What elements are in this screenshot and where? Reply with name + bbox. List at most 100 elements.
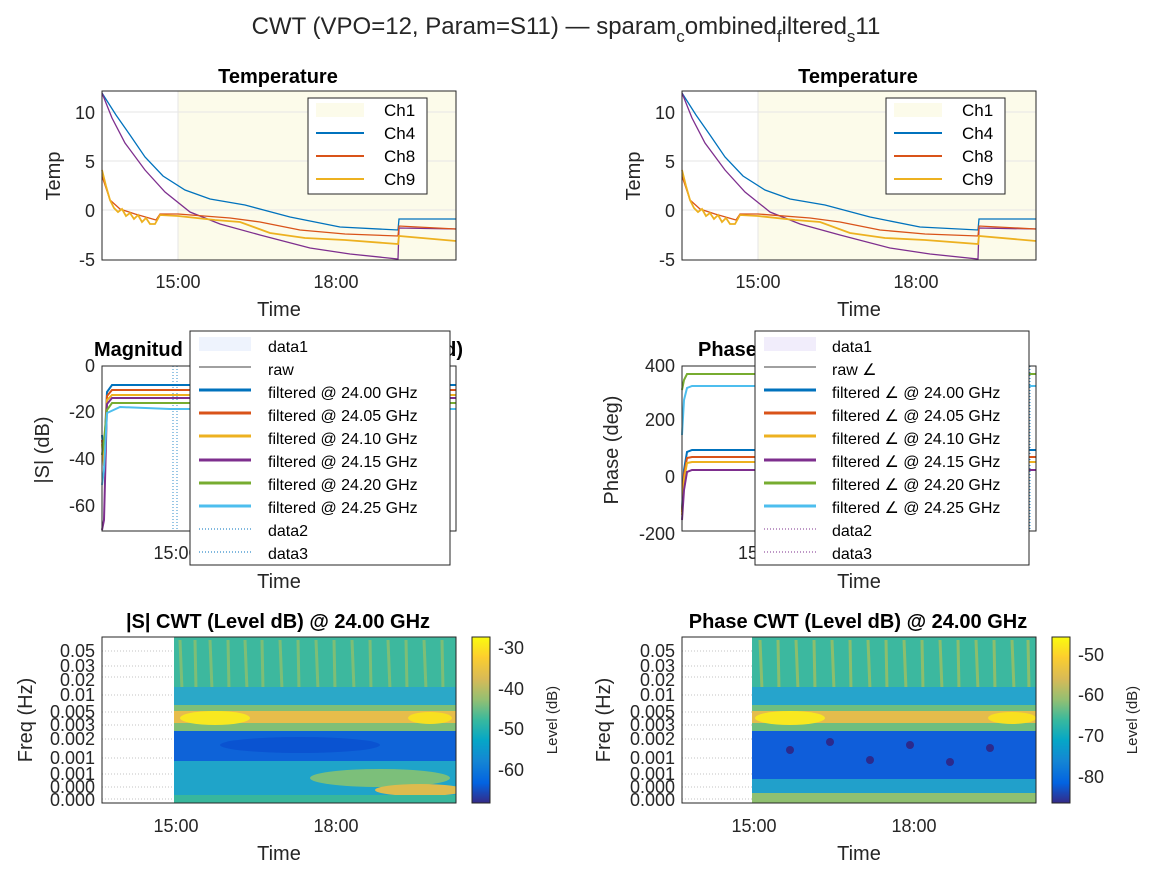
- svg-text:data1: data1: [268, 339, 308, 356]
- svg-text:0.005: 0.005: [50, 702, 95, 722]
- x-tick-labels: 15:00 18:00: [735, 272, 938, 292]
- svg-text:filtered ∠ @ 24.15 GHz: filtered ∠ @ 24.15 GHz: [832, 454, 1000, 471]
- svg-text:0.002: 0.002: [50, 729, 95, 749]
- svg-text:0.001: 0.001: [630, 764, 675, 784]
- legend-ch4-label: Ch4: [384, 124, 415, 143]
- svg-text:-50: -50: [1078, 645, 1104, 665]
- svg-text:-80: -80: [1078, 767, 1104, 787]
- svg-text:-50: -50: [498, 719, 524, 739]
- legend-ch8-label: Ch8: [384, 147, 415, 166]
- cwt-phase-title: Phase CWT (Level dB) @ 24.00 GHz: [689, 611, 1027, 633]
- svg-text:filtered ∠ @ 24.10 GHz: filtered ∠ @ 24.10 GHz: [832, 431, 1000, 448]
- x-axis-label: Time: [257, 843, 301, 865]
- legend-data1-swatch: [764, 337, 816, 351]
- grid: [102, 650, 174, 800]
- x-axis-label: Time: [257, 299, 301, 321]
- svg-text:15:00: 15:00: [731, 816, 776, 836]
- svg-text:15:00: 15:00: [735, 272, 780, 292]
- svg-text:filtered ∠ @ 24.20 GHz: filtered ∠ @ 24.20 GHz: [832, 477, 1000, 494]
- legend: Ch1 Ch4 Ch8 Ch9: [885, 97, 1006, 195]
- x-axis-label: Time: [837, 299, 881, 321]
- svg-text:0: 0: [85, 356, 95, 376]
- legend-ch8-label: Ch8: [962, 147, 993, 166]
- legend-ch9-label: Ch9: [962, 170, 993, 189]
- svg-text:0.02: 0.02: [60, 670, 95, 690]
- purple-line: [681, 92, 1037, 260]
- svg-text:0.003: 0.003: [630, 715, 675, 735]
- svg-text:raw ∠: raw ∠: [832, 362, 877, 379]
- legend: data1 raw filtered @ 24.00 GHz filtered …: [189, 330, 451, 566]
- svg-text:0.005: 0.005: [630, 702, 675, 722]
- svg-text:filtered @ 24.05 GHz: filtered @ 24.05 GHz: [268, 408, 418, 425]
- cwt-magnitude-chart: |S| CWT (Level dB) @ 24.00 GHz: [15, 611, 561, 865]
- svg-text:0.000: 0.000: [630, 777, 675, 797]
- temp-right-title: Temperature: [798, 66, 918, 88]
- svg-text:-60: -60: [1078, 685, 1104, 705]
- ch9-line: [101, 169, 457, 245]
- svg-text:18:00: 18:00: [891, 816, 936, 836]
- figure-title: CWT (VPO=12, Param=S11) — sparamcombined…: [252, 13, 881, 46]
- x-tick-label: 15: [738, 543, 758, 563]
- svg-text:filtered ∠ @ 24.00 GHz: filtered ∠ @ 24.00 GHz: [832, 385, 1000, 402]
- svg-text:filtered @ 24.15 GHz: filtered @ 24.15 GHz: [268, 454, 418, 471]
- svg-text:data3: data3: [268, 546, 308, 563]
- legend: Ch1 Ch4 Ch8 Ch9: [307, 97, 428, 195]
- y-axis-label: Freq (Hz): [593, 678, 615, 762]
- svg-text:18:00: 18:00: [893, 272, 938, 292]
- svg-text:0.001: 0.001: [50, 748, 95, 768]
- svg-text:400: 400: [645, 356, 675, 376]
- svg-text:filtered @ 24.20 GHz: filtered @ 24.20 GHz: [268, 477, 418, 494]
- y-axis-label: Temp: [43, 152, 65, 201]
- svg-text:-20: -20: [69, 402, 95, 422]
- svg-text:200: 200: [645, 410, 675, 430]
- colorbar: -50 -60 -70 -80 Level (dB): [1051, 636, 1141, 804]
- legend-ch4-label: Ch4: [962, 124, 993, 143]
- cwt-heatmap: [174, 637, 456, 803]
- svg-text:0.01: 0.01: [640, 685, 675, 705]
- svg-text:0.000: 0.000: [50, 777, 95, 797]
- svg-text:data2: data2: [832, 523, 872, 540]
- svg-text:-60: -60: [69, 496, 95, 516]
- x-tick-labels: 15:00 18:00: [153, 816, 358, 836]
- legend-ch1-label: Ch1: [962, 101, 993, 120]
- plot-frame: [681, 90, 1037, 261]
- svg-text:5: 5: [85, 152, 95, 172]
- svg-text:0: 0: [665, 467, 675, 487]
- legend: data1 raw ∠ filtered ∠ @ 24.00 GHz filte…: [754, 330, 1030, 566]
- plot-frame: [681, 636, 1037, 804]
- x-axis-label: Time: [837, 571, 881, 593]
- svg-text:15:00: 15:00: [155, 272, 200, 292]
- svg-text:-5: -5: [79, 250, 95, 270]
- svg-text:-40: -40: [69, 449, 95, 469]
- svg-text:filtered @ 24.00 GHz: filtered @ 24.00 GHz: [268, 385, 418, 402]
- purple-line: [101, 92, 457, 260]
- temp-left-title: Temperature: [218, 66, 338, 88]
- svg-text:0.000: 0.000: [630, 790, 675, 810]
- y-axis-label: Freq (Hz): [15, 678, 37, 762]
- x-tick-labels: 15:00 18:00: [731, 816, 936, 836]
- magnitude-chart: Magnitud d) -60 -40 -20 0 15:00 Time |S|…: [32, 330, 463, 593]
- svg-text:0.002: 0.002: [630, 729, 675, 749]
- svg-text:0.01: 0.01: [60, 685, 95, 705]
- y-tick-labels: -200 0 200 400: [639, 356, 675, 544]
- cwt-magnitude-title: |S| CWT (Level dB) @ 24.00 GHz: [126, 611, 430, 633]
- cwt-heatmap: [752, 637, 1036, 803]
- phase-title-left: Phase: [698, 339, 757, 361]
- legend-data1-swatch: [199, 337, 251, 351]
- svg-text:data1: data1: [832, 339, 872, 356]
- svg-text:0: 0: [85, 201, 95, 221]
- phase-chart: Phase -200 0 200 400 15 Time Phase (deg): [601, 330, 1037, 593]
- svg-text:filtered @ 24.25 GHz: filtered @ 24.25 GHz: [268, 500, 418, 517]
- y-tick-labels: 0.05 0.03 0.02 0.01 0.005 0.003 0.002 0.…: [630, 641, 675, 810]
- svg-text:-200: -200: [639, 524, 675, 544]
- y-tick-labels: -60 -40 -20 0: [69, 356, 95, 516]
- svg-text:filtered ∠ @ 24.25 GHz: filtered ∠ @ 24.25 GHz: [832, 500, 1000, 517]
- svg-text:0.05: 0.05: [60, 641, 95, 661]
- y-tick-labels: -5 0 5 10: [75, 103, 95, 270]
- plot-frame: [101, 90, 457, 261]
- svg-text:-60: -60: [498, 760, 524, 780]
- colorbar-label: Level (dB): [544, 686, 561, 754]
- x-axis-label: Time: [257, 571, 301, 593]
- svg-text:-70: -70: [1078, 726, 1104, 746]
